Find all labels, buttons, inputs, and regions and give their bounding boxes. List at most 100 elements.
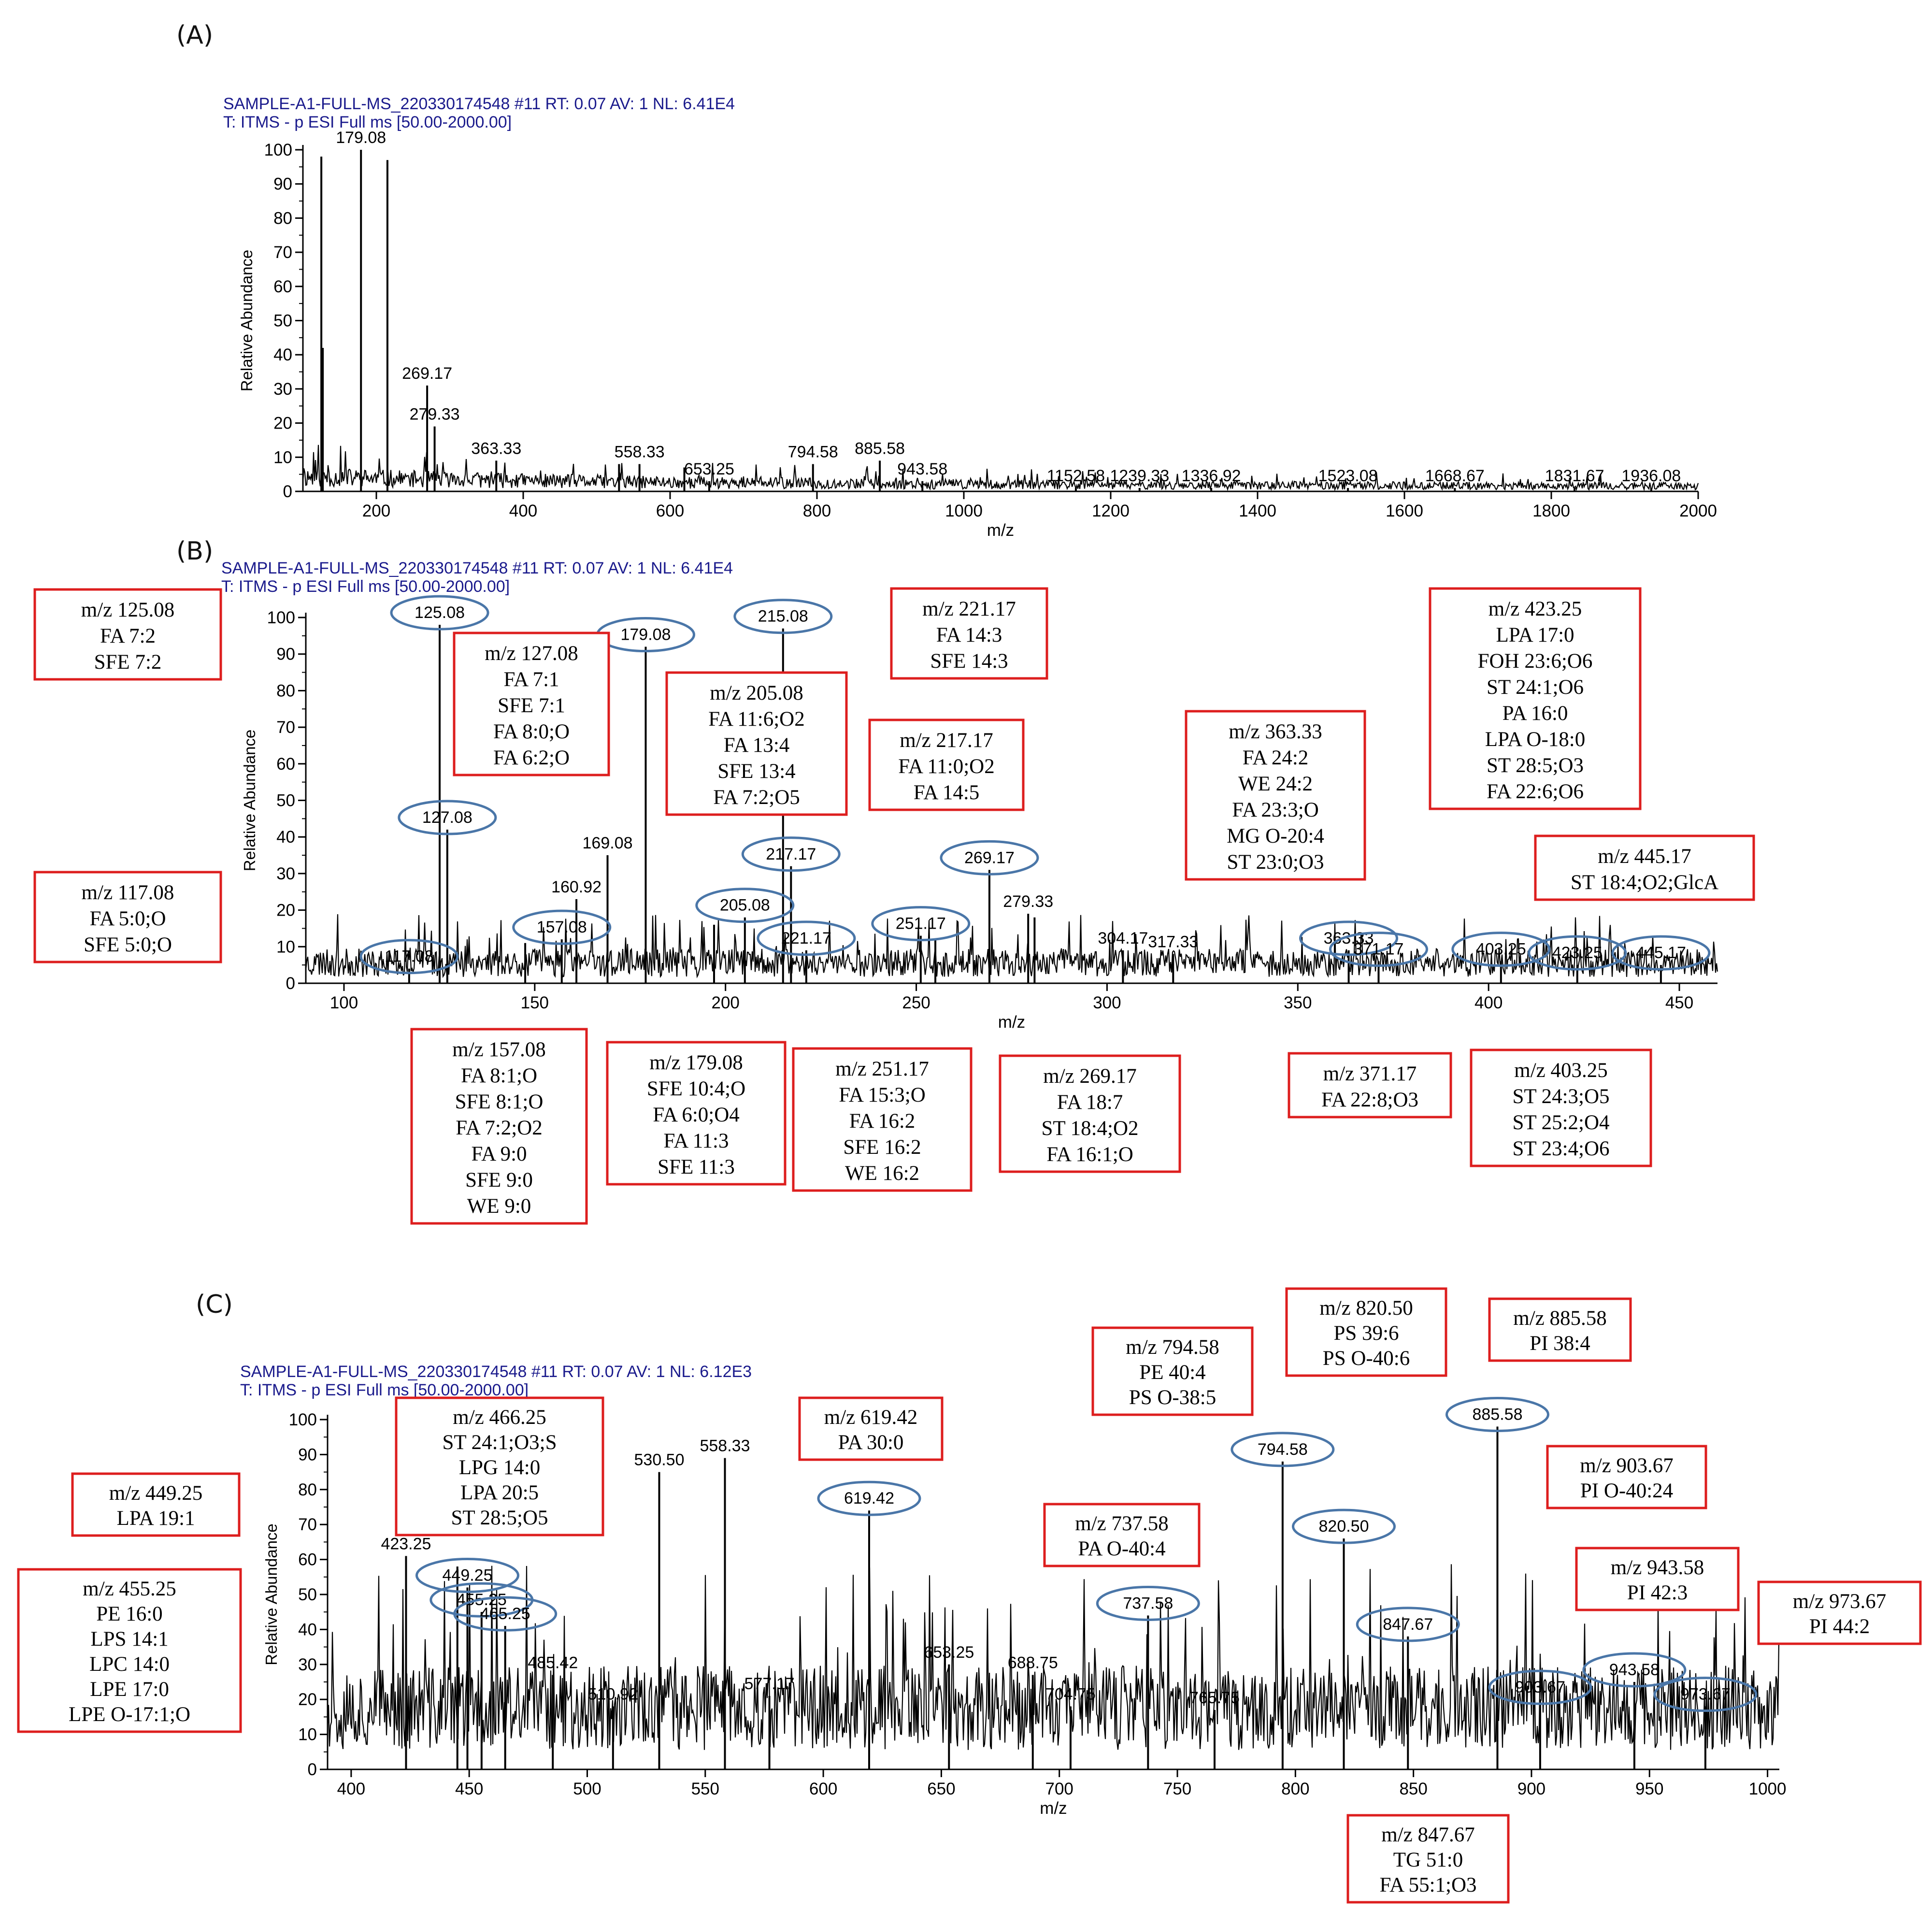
y-tick-label: 0 xyxy=(286,974,295,993)
x-tick-label: 800 xyxy=(803,502,831,520)
peak-label-363.33: 363.33 xyxy=(471,439,521,458)
panel-a: (A) SAMPLE-A1-FULL-MS_220330174548 #11 R… xyxy=(176,21,1717,540)
annotation-box-737.58-title: m/z 737.58 xyxy=(1075,1512,1168,1535)
annotation-box-403.25-line: ST 24:3;O5 xyxy=(1512,1085,1609,1108)
annotation-box-157.08-frame xyxy=(410,1028,588,1225)
peak-label-127.08: 127.08 xyxy=(422,808,472,827)
x-axis-label: m/z xyxy=(987,521,1014,540)
annotation-box-217.17-line: FA 14:5 xyxy=(914,781,980,804)
annotation-box-117.08-line: FA 5:0;O xyxy=(89,907,166,930)
annotation-box-820.50-frame xyxy=(1285,1287,1447,1377)
peak-label-403.25: 403.25 xyxy=(1476,940,1526,959)
x-tick-label: 900 xyxy=(1517,1780,1546,1798)
y-tick-label: 10 xyxy=(298,1725,317,1744)
annotation-box-903.67-frame xyxy=(1546,1445,1707,1509)
y-axis-label: Relative Abundance xyxy=(262,1523,280,1666)
x-tick-label: 950 xyxy=(1635,1780,1663,1798)
annotation-box-466.25-line: ST 28:5;O5 xyxy=(451,1507,548,1529)
y-tick-label: 50 xyxy=(276,791,295,810)
annotation-box-205.08: m/z 205.08 FA 11:6;O2 FA 13:4 SFE 13:4 FA 7:… xyxy=(665,671,848,816)
peak-label-794.58: 794.58 xyxy=(1258,1440,1308,1459)
panel-b-annotations: m/z 125.08 FA 7:2 SFE 7:2 m/z 117.08 FA 5:0;… xyxy=(33,587,1755,1225)
annotation-box-455.25-line: LPC 14:0 xyxy=(89,1653,170,1676)
peak-label-215.08: 215.08 xyxy=(758,607,808,626)
annotation-box-423.25-frame xyxy=(1429,587,1642,810)
x-tick-label: 150 xyxy=(521,993,549,1012)
y-tick-label: 30 xyxy=(298,1655,317,1674)
peak-label-423.25: 423.25 xyxy=(381,1535,431,1553)
x-tick-label: 400 xyxy=(509,502,537,520)
spectrum-trace xyxy=(327,1564,1780,1769)
annotation-box-403.25: m/z 403.25 ST 24:3;O5 ST 25:2;O4 ST 23:4;O6 xyxy=(1470,1048,1652,1167)
annotation-box-423.25-line: LPA O-18:0 xyxy=(1485,728,1585,751)
annotation-box-449.25-title: m/z 449.25 xyxy=(109,1482,202,1505)
peak-label-847.67: 847.67 xyxy=(1383,1615,1433,1634)
annotation-box-455.25-line: LPE 17:0 xyxy=(90,1678,169,1701)
peak-label-485.42: 485.42 xyxy=(528,1654,578,1672)
peak-circle-794.58 xyxy=(1231,1432,1335,1467)
x-tick-label: 400 xyxy=(1474,993,1503,1012)
annotation-box-885.58-frame xyxy=(1488,1297,1632,1362)
peak-circle-363.33 xyxy=(1299,920,1399,956)
annotation-box-455.25-line: LPS 14:1 xyxy=(90,1628,168,1651)
panel-b-plot: 0 10 20 30 40 50 60 70 80 90 100 100 150 200 250 300 350… xyxy=(241,595,1718,1032)
annotation-box-117.08-title: m/z 117.08 xyxy=(82,881,174,904)
annotation-box-217.17-frame xyxy=(868,718,1025,811)
annotation-box-363.33-line: WE 24:2 xyxy=(1238,773,1313,795)
y-tick-label: 30 xyxy=(273,380,292,399)
peak-label-445.17: 445.17 xyxy=(1636,944,1686,962)
x-tick-label: 100 xyxy=(330,993,358,1012)
x-tick-label: 1000 xyxy=(945,502,983,520)
peak-circle-449.25 xyxy=(415,1558,520,1594)
annotation-box-251.17: m/z 251.17 FA 15:3;O FA 16:2 SFE 16:2 WE 16:… xyxy=(792,1047,973,1192)
peak-circle-903.67 xyxy=(1488,1669,1592,1705)
annotation-box-205.08-line: SFE 13:4 xyxy=(717,760,795,783)
peak-label-205.08: 205.08 xyxy=(720,896,770,915)
y-tick-label: 10 xyxy=(273,448,292,467)
spectrum-trace xyxy=(305,914,1718,983)
peak-label-169.08: 169.08 xyxy=(583,834,633,852)
annotation-box-847.67-line: FA 55:1;O3 xyxy=(1379,1874,1476,1896)
panel-b-header-line2: T: ITMS - p ESI Full ms [50.00-2000.00] xyxy=(221,577,510,596)
peak-label-1831.67: 1831.67 xyxy=(1545,467,1604,485)
peak-label-510.92: 510.92 xyxy=(588,1685,638,1704)
x-tick-label: 500 xyxy=(573,1780,601,1798)
annotation-box-251.17-frame xyxy=(792,1047,973,1192)
annotation-box-466.25-title: m/z 466.25 xyxy=(453,1406,546,1429)
x-tick-label: 1200 xyxy=(1092,502,1130,520)
annotation-box-127.08-line: FA 7:1 xyxy=(503,668,559,691)
y-tick-label: 100 xyxy=(267,608,295,627)
y-tick-label: 90 xyxy=(276,645,295,664)
annotation-box-125.08-title: m/z 125.08 xyxy=(81,599,174,621)
x-axis-label: m/z xyxy=(998,1013,1025,1032)
peak-circle-820.50 xyxy=(1292,1508,1396,1544)
annotation-box-221.17-line: SFE 14:3 xyxy=(930,650,1008,673)
peak-label-251.17: 251.17 xyxy=(896,915,946,933)
y-tick-label: 60 xyxy=(298,1551,317,1569)
annotation-box-127.08: m/z 127.08 FA 7:1 SFE 7:1 FA 8:0;O FA 6:2;O xyxy=(453,632,610,776)
annotation-box-943.58-frame xyxy=(1575,1547,1740,1611)
peak-label-125.08: 125.08 xyxy=(415,603,465,622)
annotation-box-455.25-line: PE 16:0 xyxy=(96,1603,162,1625)
annotation-box-455.25-title: m/z 455.25 xyxy=(83,1578,176,1600)
x-tick-label: 1800 xyxy=(1532,502,1570,520)
peak-label-688.75: 688.75 xyxy=(1008,1654,1058,1672)
peak-label-1936.08: 1936.08 xyxy=(1621,467,1681,485)
peak-circle-217.17 xyxy=(741,836,841,872)
panel-b-header-line1: SAMPLE-A1-FULL-MS_220330174548 #11 RT: 0… xyxy=(221,559,733,577)
peak-label-558.33: 558.33 xyxy=(615,443,665,461)
x-tick-label: 200 xyxy=(711,993,739,1012)
y-tick-label: 100 xyxy=(264,141,292,159)
peak-circle-117.08 xyxy=(359,939,459,975)
peak-label-449.25: 449.25 xyxy=(443,1566,493,1585)
peak-label-117.08: 117.08 xyxy=(385,948,433,966)
peak-label-317.33: 317.33 xyxy=(1148,933,1198,951)
annotation-box-820.50-line: PS O-40:6 xyxy=(1323,1347,1410,1370)
annotation-box-820.50-title: m/z 820.50 xyxy=(1319,1297,1413,1320)
peak-label-794.58: 794.58 xyxy=(788,443,838,461)
y-tick-label: 30 xyxy=(276,864,295,883)
annotation-box-885.58-line: PI 38:4 xyxy=(1530,1332,1590,1355)
annotation-box-371.17: m/z 371.17 FA 22:8;O3 xyxy=(1288,1052,1452,1119)
annotation-box-847.67-line: TG 51:0 xyxy=(1393,1849,1463,1871)
